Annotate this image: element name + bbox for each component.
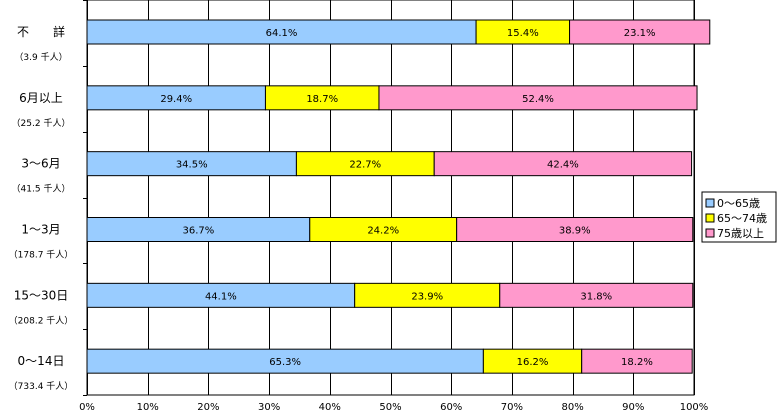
data-label: 44.1%	[205, 291, 237, 302]
category-count-label: （178.7 千人）	[9, 250, 74, 261]
category-label: 0～14日	[18, 354, 65, 368]
bar-segment	[264, 85, 380, 111]
gridlines	[87, 0, 695, 395]
legend-swatch	[705, 228, 715, 238]
data-label: 29.4%	[160, 94, 192, 105]
category-labels: 不 詳 （3.9 千人） 6月以上 （25.2 千人） 3～6月 （41.5 千人） 1～3…	[9, 24, 74, 392]
category-count-label: （3.9 千人）	[14, 52, 67, 63]
legend-label: 0～65歳	[717, 197, 760, 210]
x-tick-label: 80%	[561, 402, 583, 412]
category-count-label: （41.5 千人）	[12, 184, 71, 195]
data-label: 16.2%	[517, 357, 549, 368]
category-count-label: （25.2 千人）	[12, 118, 71, 129]
data-label: 18.2%	[621, 357, 653, 368]
x-tick-label: 60%	[440, 402, 462, 412]
data-label: 24.2%	[367, 226, 399, 237]
bar-segment	[569, 19, 711, 45]
x-tick-label: 90%	[622, 402, 644, 412]
bar-segment	[378, 85, 698, 111]
category-label: 不 詳	[17, 24, 65, 39]
legend-swatch	[705, 213, 715, 223]
data-label: 36.7%	[182, 226, 214, 237]
bar-segment	[499, 282, 694, 308]
bar-segment	[86, 348, 484, 374]
data-label: 42.4%	[547, 160, 579, 171]
x-tick-label: 50%	[379, 402, 401, 412]
x-tick-label: 20%	[197, 402, 219, 412]
category-label: 6月以上	[19, 91, 63, 105]
data-label: 65.3%	[269, 357, 301, 368]
data-label: 23.1%	[624, 28, 656, 39]
legend: 0～65歳 65～74歳 75歳以上	[701, 191, 777, 243]
x-tick-labels: 0% 10% 20% 30% 40% 50% 60% 70% 80% 90% 100%	[79, 402, 709, 413]
x-tick-label: 40%	[319, 402, 341, 412]
data-label: 18.7%	[306, 94, 338, 105]
bar-segment	[354, 282, 501, 308]
data-label: 52.4%	[522, 94, 554, 105]
x-tick-label: 100%	[680, 402, 709, 412]
x-tick-label: 10%	[137, 402, 159, 412]
legend-label: 75歳以上	[717, 227, 764, 240]
legend-label: 65～74歳	[717, 212, 767, 225]
data-label: 15.4%	[507, 28, 539, 39]
data-label: 38.9%	[559, 226, 591, 237]
bar-segment	[86, 282, 356, 308]
bar-segment	[456, 217, 694, 242]
bar-segment	[295, 151, 435, 177]
x-tick-label: 30%	[258, 402, 280, 412]
category-count-label: （733.4 千人）	[9, 381, 74, 392]
bar-segment	[86, 217, 311, 242]
category-ticks	[83, 0, 87, 396]
bar-segment	[86, 85, 266, 111]
data-label: 31.8%	[580, 291, 612, 302]
bars: 64.1% 15.4% 23.1% 29.4% 18.7% 52.4% 34.5% 22.7%…	[86, 19, 711, 374]
data-label: 23.9%	[411, 291, 443, 302]
legend-swatch	[705, 198, 715, 208]
category-label: 3～6月	[21, 157, 60, 171]
plot-area	[86, 0, 695, 396]
data-label: 34.5%	[176, 160, 208, 171]
x-tick-label: 70%	[501, 402, 523, 412]
category-label: 1～3月	[21, 223, 60, 237]
data-label: 64.1%	[266, 28, 298, 39]
category-count-label: （208.2 千人）	[9, 315, 74, 326]
bar-segment	[433, 151, 693, 177]
bar-segment	[581, 348, 693, 374]
data-label: 22.7%	[349, 160, 381, 171]
category-label: 15～30日	[14, 288, 69, 302]
x-tick-label: 0%	[79, 402, 95, 412]
